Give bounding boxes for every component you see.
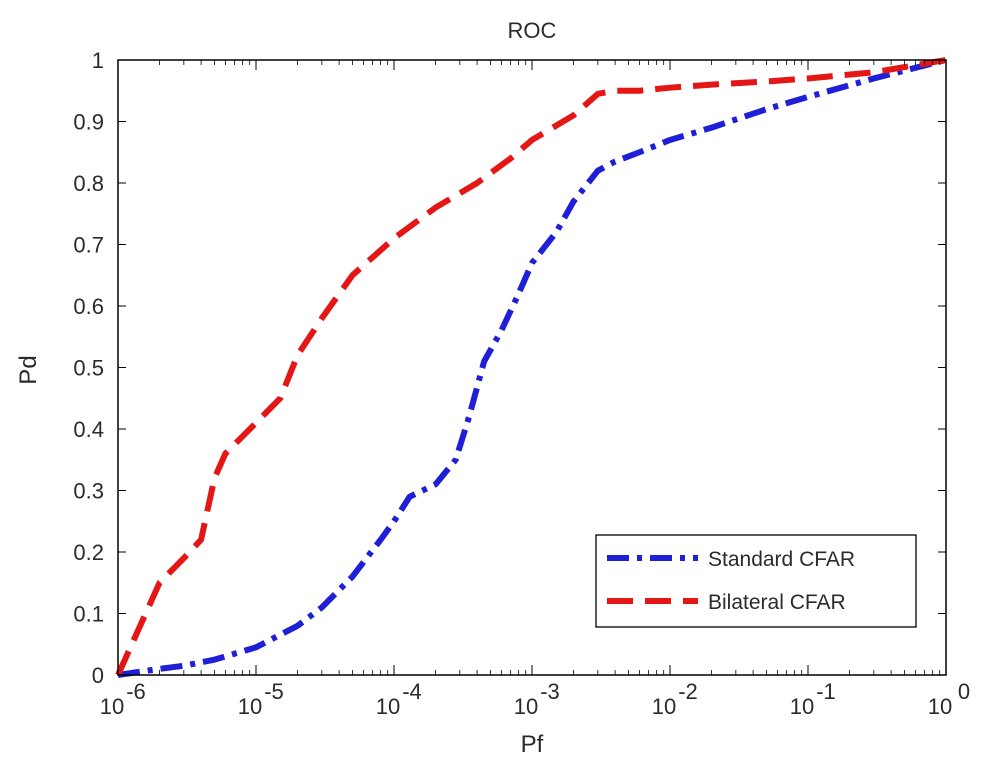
y-tick-label: 0.9 <box>73 110 104 135</box>
y-tick-label: 0.2 <box>73 540 104 565</box>
x-tick-base: 10 <box>652 694 676 719</box>
x-tick-exponent: -4 <box>402 679 422 704</box>
y-axis-ticks: 0 0.1 0.2 0.3 0.4 0.5 0.6 0.7 0.8 0.9 1 <box>73 48 946 688</box>
x-axis-label: Pf <box>521 731 544 758</box>
y-tick-label: 0 <box>92 663 104 688</box>
x-tick-base: 10 <box>514 694 538 719</box>
plot-content <box>115 57 947 678</box>
y-tick-label: 0.5 <box>73 356 104 381</box>
x-tick-base: 10 <box>790 694 814 719</box>
legend-box <box>595 534 917 628</box>
y-tick-label: 0.3 <box>73 479 104 504</box>
x-tick-base: 10 <box>100 694 124 719</box>
x-tick-exponent: -1 <box>816 679 836 704</box>
x-tick-base: 10 <box>238 694 262 719</box>
y-tick-label: 0.4 <box>73 417 104 442</box>
x-tick-exponent: -6 <box>126 679 146 704</box>
x-tick-exponent: -5 <box>264 679 284 704</box>
x-tick-exponent: -3 <box>540 679 560 704</box>
legend-label-standard-cfar: Standard CFAR <box>708 548 855 571</box>
y-tick-label: 0.1 <box>73 602 104 627</box>
y-tick-label: 0.8 <box>73 171 104 196</box>
series-line-standard-cfar <box>117 57 947 678</box>
legend-label-bilateral-cfar: Bilateral CFAR <box>708 591 846 614</box>
y-axis-label: Pd <box>15 355 42 384</box>
x-tick-base: 10 <box>376 694 400 719</box>
legend: Standard CFAR Bilateral CFAR <box>595 534 917 628</box>
y-tick-label: 1 <box>92 48 104 73</box>
y-tick-label: 0.6 <box>73 294 104 319</box>
chart-title: ROC <box>508 18 557 43</box>
x-tick-exponent: -2 <box>678 679 698 704</box>
y-tick-label: 0.7 <box>73 233 104 258</box>
series-line-bilateral-cfar <box>115 57 947 677</box>
x-tick-base: 10 <box>928 694 952 719</box>
x-tick-exponent: 0 <box>958 679 970 704</box>
